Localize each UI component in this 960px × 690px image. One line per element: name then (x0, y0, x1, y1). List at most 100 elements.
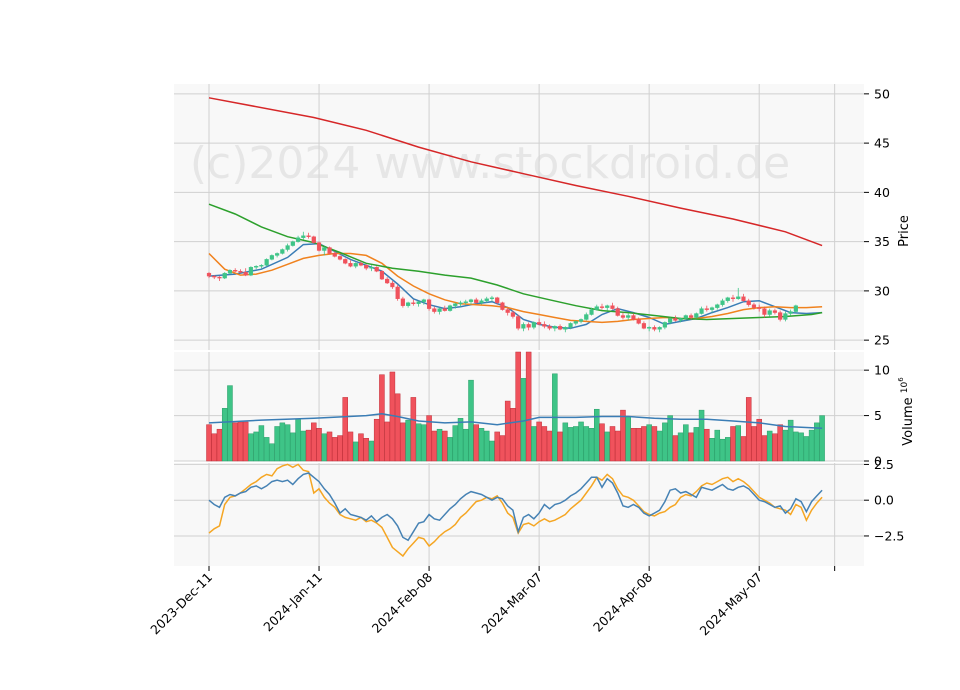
volume-bar (525, 351, 532, 462)
volume-bar (368, 440, 375, 462)
volume-bar (410, 397, 417, 462)
volume-bar (274, 426, 280, 462)
candle-body (275, 253, 280, 256)
candle-body (453, 303, 458, 306)
volume-bar (436, 428, 443, 462)
candle-body (720, 300, 725, 305)
candle-body (767, 310, 772, 315)
candle-body (573, 321, 578, 324)
volume-axis-exponent-power: 6 (897, 377, 905, 382)
volume-bar (237, 421, 244, 462)
volume-bar (793, 431, 799, 462)
volume-bar (405, 419, 411, 462)
volume-bar (499, 435, 506, 462)
volume-bar (504, 400, 511, 462)
candle-body (217, 276, 222, 279)
volume-bar (227, 385, 233, 462)
candle-body (631, 315, 636, 320)
candle-body (599, 306, 605, 308)
candle-body (432, 308, 437, 312)
candle-body (238, 270, 243, 273)
volume-bar (311, 422, 317, 462)
volume-bar (656, 430, 663, 462)
candle-body (709, 307, 715, 310)
candle-body (542, 324, 547, 327)
y-tick-label: 45 (874, 136, 890, 151)
candle-body (369, 267, 374, 269)
candle-body (793, 305, 798, 312)
candle-body (358, 263, 364, 266)
candle-body (547, 326, 552, 329)
candle-body (505, 309, 510, 313)
volume-bar (221, 408, 228, 462)
volume-bar (326, 431, 333, 462)
candle-body (311, 236, 316, 243)
volume-bar (478, 428, 485, 462)
volume-bar (384, 421, 390, 462)
candle-body (552, 326, 557, 329)
volume-bar (242, 421, 249, 462)
volume-bar (745, 397, 752, 462)
candle-body (783, 313, 788, 320)
volume-bar (698, 409, 705, 462)
candle-body (662, 322, 667, 328)
y-tick-label: −2.5 (874, 528, 904, 543)
candle-body (322, 247, 327, 251)
candle-body (521, 324, 526, 329)
volume-bar (536, 421, 542, 462)
candle-body (437, 308, 442, 312)
volume-bar (452, 425, 459, 462)
candle-body (468, 299, 474, 302)
candle-body (395, 286, 400, 299)
volume-bar (798, 432, 804, 462)
candle-body (254, 266, 259, 268)
candle-body (557, 326, 563, 330)
candle-body (447, 305, 453, 311)
candle-body (400, 298, 405, 306)
price-axis-label: Price (897, 215, 912, 247)
candle-body (285, 245, 290, 250)
volume-bar (358, 433, 364, 462)
candle-body (364, 265, 369, 269)
candle-body (673, 318, 678, 321)
candle-body (385, 278, 390, 284)
candle-body (762, 308, 767, 315)
volume-bar (730, 426, 736, 462)
candle-body (778, 312, 783, 320)
volume-bar (683, 424, 689, 462)
volume-bar (772, 433, 778, 462)
volume-bar (295, 418, 301, 462)
volume-bar (206, 424, 212, 462)
y-tick-label: 25 (874, 333, 890, 348)
volume-bar (704, 428, 710, 462)
candle-body (657, 327, 662, 330)
candle-body (578, 319, 584, 322)
volume-bar (347, 431, 354, 462)
volume-bar (352, 441, 359, 462)
volume-bar (604, 431, 610, 462)
candle-body (688, 315, 694, 318)
volume-bar (489, 440, 495, 462)
candle-body (683, 315, 688, 319)
candle-body (489, 297, 495, 299)
x-tick-label: 2024-Jan-11 (260, 570, 325, 635)
candle-body (280, 249, 285, 254)
price-moving-averages (208, 97, 823, 330)
candle-body (353, 263, 358, 267)
volume-bar (751, 426, 757, 462)
candle-body (516, 316, 521, 329)
price-candles (206, 231, 798, 333)
volume-bar (766, 430, 773, 462)
volume-bar (342, 397, 348, 462)
candle-body (421, 299, 426, 302)
candle-body (736, 296, 741, 299)
candle-body (316, 242, 322, 251)
volume-bar (782, 429, 789, 462)
candle-body (568, 323, 573, 328)
y-tick-label: 50 (874, 86, 890, 101)
candle-body (406, 302, 411, 306)
volume-bar (421, 424, 427, 462)
volume-bar (578, 421, 584, 462)
volume-bar (725, 437, 731, 462)
